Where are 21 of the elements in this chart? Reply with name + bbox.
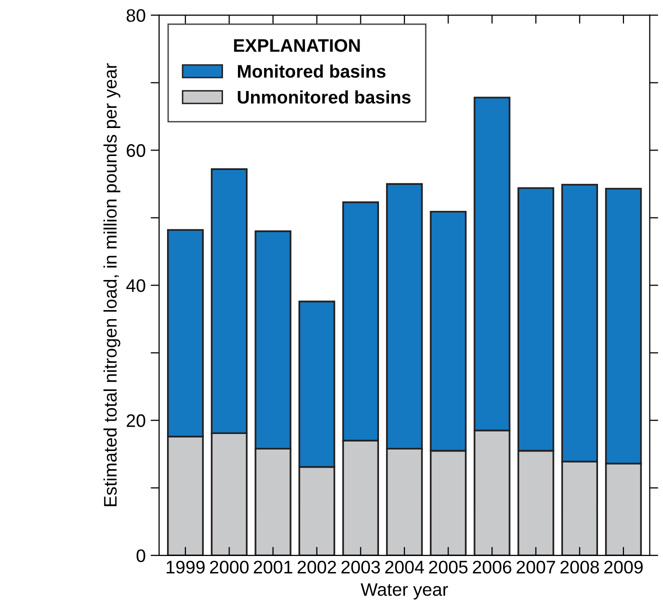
x-tick-label: 2001 (254, 560, 292, 574)
legend-label: Unmonitored basins (238, 90, 411, 104)
x-tick-label: 2009 (604, 560, 643, 574)
x-tick-label: 2003 (341, 560, 380, 574)
x-tick-label: 2008 (560, 560, 599, 574)
x-tick-label: 2007 (516, 560, 556, 574)
y-tick-label: 0 (136, 549, 146, 562)
x-tick-label: 2002 (298, 560, 336, 574)
y-tick-label: 80 (126, 9, 146, 22)
legend-label: Monitored basins (238, 64, 386, 78)
x-tick-label: 2004 (385, 560, 424, 574)
x-tick-label: 2006 (472, 560, 512, 574)
y-tick-label: 60 (126, 144, 146, 157)
x-tick-label: 2000 (210, 560, 249, 574)
legend-title: EXPLANATION (234, 39, 360, 52)
y-tick-label: 40 (126, 279, 146, 292)
x-tick-label: 1999 (166, 560, 205, 574)
y-axis-title: Estimated total nitrogen load, in million pounds per year (103, 63, 120, 506)
y-tick-label: 20 (126, 414, 146, 428)
x-tick-label: 2005 (429, 560, 468, 574)
x-axis-title: Water year (360, 583, 448, 600)
